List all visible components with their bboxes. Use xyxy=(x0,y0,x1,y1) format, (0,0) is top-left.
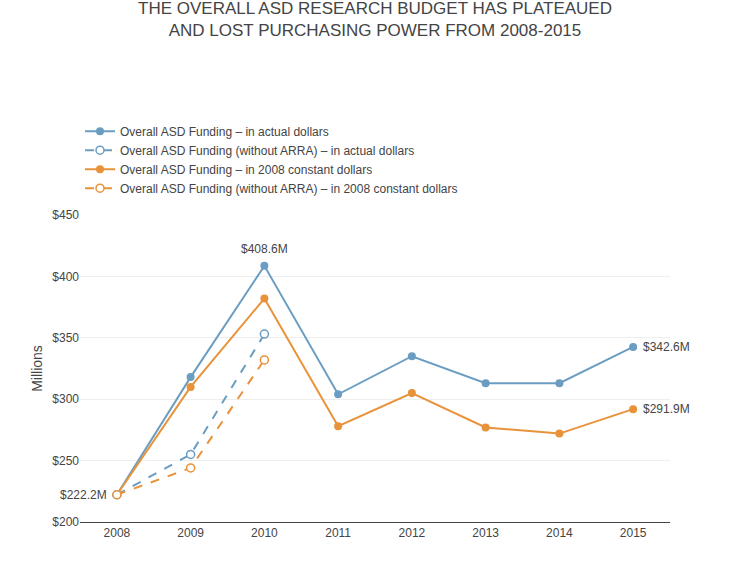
svg-text:Overall ASD Funding (without A: Overall ASD Funding (without ARRA) – in … xyxy=(120,144,414,158)
svg-text:Overall ASD Funding – in 2008: Overall ASD Funding – in 2008 constant d… xyxy=(120,163,372,177)
svg-text:$291.9M: $291.9M xyxy=(643,402,690,416)
svg-text:$400: $400 xyxy=(52,270,79,284)
svg-text:2011: 2011 xyxy=(325,526,351,540)
svg-text:$350: $350 xyxy=(52,331,79,345)
svg-text:2014: 2014 xyxy=(546,526,573,540)
svg-text:2012: 2012 xyxy=(399,526,426,540)
svg-text:2008: 2008 xyxy=(104,526,131,540)
svg-text:$450: $450 xyxy=(52,208,79,222)
svg-text:Millions: Millions xyxy=(29,345,45,392)
svg-text:$200: $200 xyxy=(52,515,79,529)
svg-text:$408.6M: $408.6M xyxy=(241,242,288,256)
svg-text:$250: $250 xyxy=(52,454,79,468)
svg-text:2010: 2010 xyxy=(251,526,278,540)
svg-text:$300: $300 xyxy=(52,392,79,406)
svg-text:2013: 2013 xyxy=(472,526,499,540)
svg-text:Overall ASD Funding – in actua: Overall ASD Funding – in actual dollars xyxy=(120,125,329,139)
svg-text:Overall ASD Funding (without A: Overall ASD Funding (without ARRA) – in … xyxy=(120,182,458,196)
svg-text:$222.2M: $222.2M xyxy=(60,488,107,502)
svg-text:THE OVERALL ASD RESEARCH BUDGE: THE OVERALL ASD RESEARCH BUDGET HAS PLAT… xyxy=(138,0,612,40)
svg-text:$342.6M: $342.6M xyxy=(643,340,690,354)
svg-text:2015: 2015 xyxy=(620,526,647,540)
svg-text:2009: 2009 xyxy=(177,526,204,540)
